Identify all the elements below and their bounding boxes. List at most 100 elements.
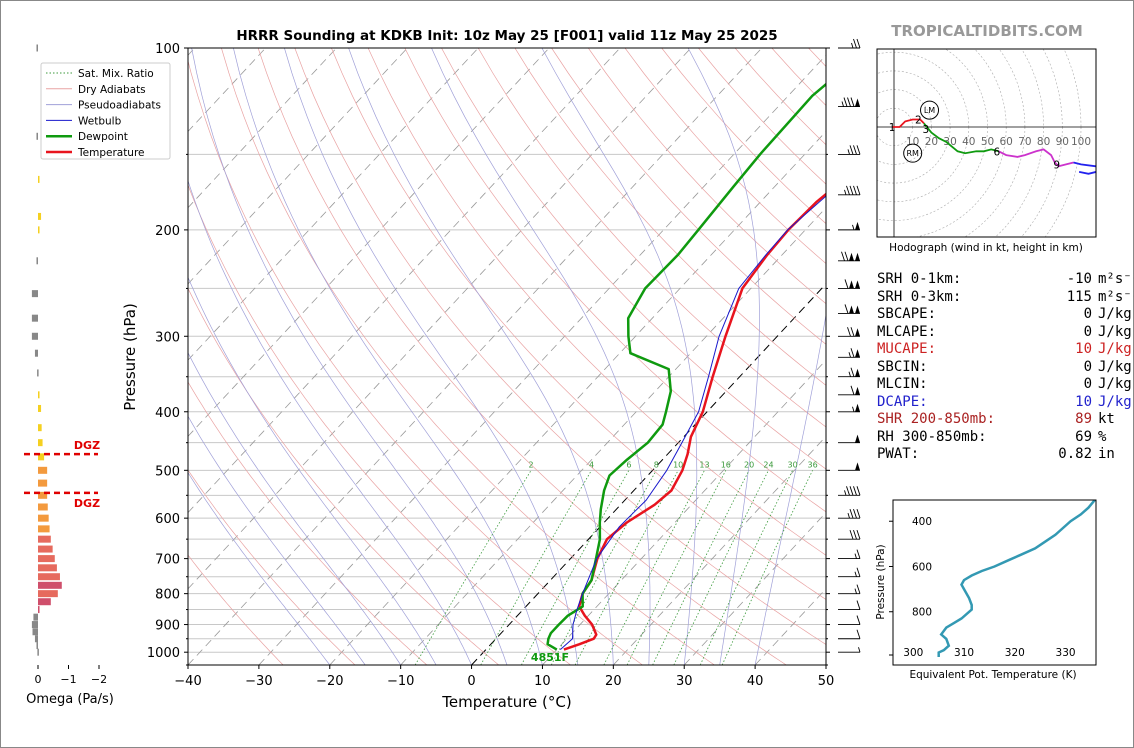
mixing-ratio-label: 16 (721, 460, 731, 469)
wind-barb (838, 367, 860, 378)
theta-y-tick-label: 400 (912, 516, 932, 528)
barb-flag (850, 367, 855, 377)
x-tick-label: −10 (387, 674, 414, 689)
omega-bar (38, 606, 40, 614)
pseudo-adiabat (188, 352, 401, 665)
dgz-label: DGZ (74, 439, 100, 452)
stat-row: RH 300-850mb: 69% (877, 429, 1134, 447)
barb-flag (853, 486, 857, 496)
barb-pennant (855, 98, 860, 107)
wind-barb (838, 185, 861, 196)
stat-row: MLCAPE: 0 J/kg (877, 324, 1134, 342)
stat-value: 0 (1083, 306, 1092, 322)
omega-bar (36, 44, 38, 52)
series-temperature (563, 192, 826, 651)
series-wetbulb (559, 195, 826, 650)
barb-pennant (855, 368, 860, 377)
omega-bar (37, 369, 39, 377)
barb-flag (853, 509, 857, 519)
x-tick-label: 50 (818, 674, 835, 689)
theta-e-frame (892, 499, 1097, 666)
stat-unit: J/kg (1098, 358, 1132, 375)
x-tick-label: 20 (605, 674, 622, 689)
stat-value: 0 (1083, 358, 1092, 375)
dry-adiabat (294, 48, 826, 645)
pseudo-adiabat (188, 276, 437, 665)
barb-flag (856, 584, 861, 594)
hodo-height-label: 9 (1053, 159, 1060, 171)
omega-bar (33, 613, 38, 621)
hodo-ring-label: 80 (1037, 136, 1050, 148)
stat-label: SHR 200-850mb: (877, 411, 996, 427)
omega-bar (37, 648, 39, 656)
wind-barb (838, 348, 860, 358)
omega-x-tick-label: 0 (35, 673, 42, 686)
omega-bar (34, 635, 38, 643)
barb-flag (846, 486, 850, 496)
wind-barb (838, 567, 861, 578)
wind-barb (838, 647, 861, 653)
hodo-ring-label: 70 (1018, 136, 1031, 148)
stat-row: SBCIN: 0 J/kg (877, 359, 1134, 377)
barb-pennant (855, 252, 860, 261)
isotherm--40 (188, 48, 763, 665)
wind-barb (838, 97, 860, 108)
mixing-ratio-label: 2 (529, 460, 534, 469)
wind-barbs (838, 38, 861, 653)
stat-label: MLCAPE: (877, 323, 937, 340)
barb-flag (841, 251, 845, 261)
barb-pennant (855, 434, 860, 443)
legend-entry: Dewpoint (78, 131, 128, 143)
stat-row: DCAPE: 10 J/kg (877, 394, 1134, 412)
hodo-segment (1073, 161, 1096, 175)
barb-flag (844, 251, 849, 261)
theta-y-tick-label: 800 (912, 607, 932, 619)
dry-adiabat (221, 48, 715, 665)
wind-barb (838, 279, 860, 289)
hodo-marker-ring (920, 100, 940, 120)
isotherm--70 (188, 48, 550, 437)
barb-flag (856, 38, 861, 49)
dgz-label: DGZ (74, 497, 100, 510)
hodo-height-label: 6 (994, 146, 1001, 158)
mixing-ratio-line (652, 470, 750, 665)
barb-flag (856, 509, 861, 519)
hodo-ring-label: 10 (906, 136, 919, 148)
theta-e-panel: 300 310 320 330 400 600 800 (889, 500, 1096, 659)
barb-half (848, 352, 851, 358)
mixing-ratio-label: 4 (589, 460, 594, 469)
barb-flag (856, 185, 861, 195)
wind-barb (838, 629, 861, 640)
isotherm--90 (188, 48, 408, 285)
hodo-segment (923, 122, 999, 155)
barb-flag (847, 327, 851, 337)
omega-bar (31, 621, 38, 629)
omega-x-tick-label: −2 (91, 673, 107, 686)
barb-half (854, 571, 857, 577)
barb-flag (856, 567, 861, 577)
barb-half (847, 149, 850, 155)
stat-value: 0 (1083, 323, 1092, 340)
stat-value: 0.82 (1058, 446, 1092, 462)
legend-entry: Dry Adiabats (78, 84, 146, 96)
wind-barb (838, 600, 861, 611)
barb-half (841, 101, 844, 107)
barb-pennant (855, 280, 860, 289)
wind-barb (838, 221, 860, 231)
omega-bar (38, 424, 42, 432)
stat-row: SRH 0-3km: 115 m²s⁻² (877, 289, 1134, 307)
skewt-background: 2 4 6 8 10 13 16 20 24 30 36 (188, 48, 826, 665)
wind-barb (838, 385, 860, 396)
skewt-ylabel: Pressure (hPa) (121, 303, 139, 411)
stat-label: PWAT: (877, 446, 920, 462)
omega-bar (38, 555, 55, 563)
barb-flag (850, 327, 855, 337)
barb-pennant (855, 305, 860, 314)
stat-label: SBCAPE: (877, 306, 937, 322)
stat-unit: J/kg (1098, 376, 1132, 392)
omega-bar (38, 466, 48, 474)
barb-pennant (849, 280, 854, 289)
hodo-marker-label: LM (924, 106, 935, 115)
isotherm--50 (188, 48, 692, 590)
barb-pennant (849, 305, 854, 314)
